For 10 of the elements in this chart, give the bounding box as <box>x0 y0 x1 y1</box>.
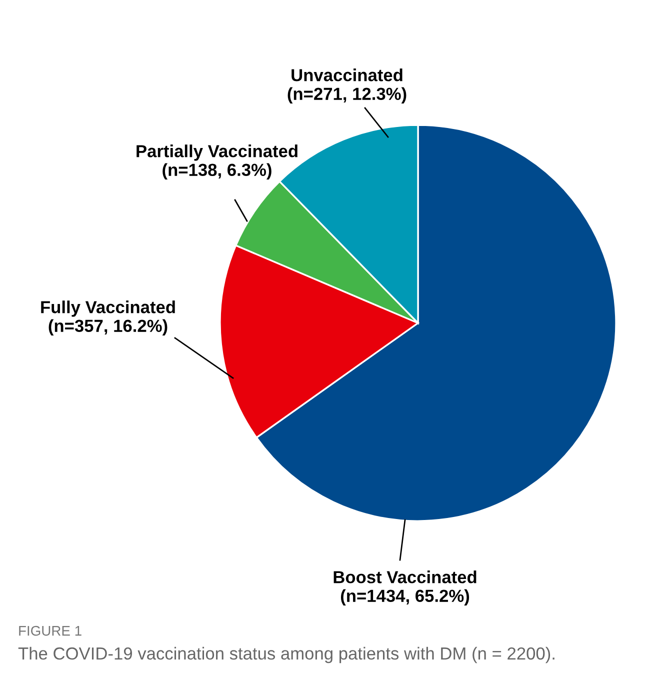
data-label: (n=271, 12.3%) <box>288 87 406 104</box>
slice-label: Unvaccinated <box>292 68 402 82</box>
slice-label: Partially Vaccinated <box>136 144 298 161</box>
data-label: (n=1434, 65.2%) <box>340 589 470 606</box>
slice-label: Fully Vaccinated <box>41 300 175 317</box>
text: The COVID-19 vaccination status among patients with DM (n = 2200). <box>18 646 554 664</box>
slice-label: Boost Vaccinated <box>334 570 476 584</box>
data-label: (n=138, 6.3%) <box>162 163 272 180</box>
data-label: (n=357, 16.2%) <box>48 319 168 336</box>
caption: FIGURE 1 <box>19 626 82 636</box>
